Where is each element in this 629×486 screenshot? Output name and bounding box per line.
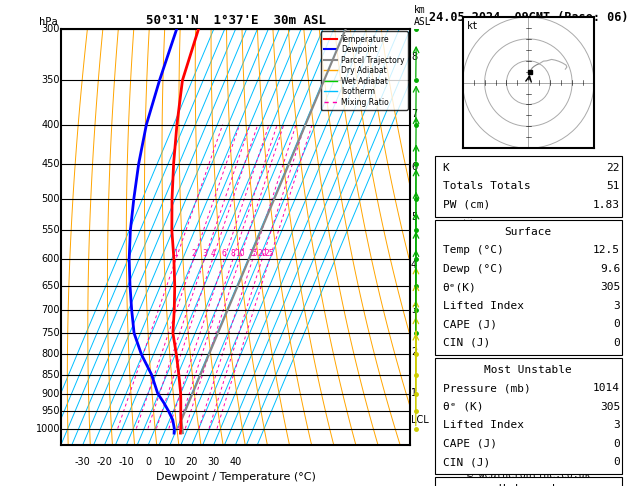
Text: PW (cm): PW (cm) xyxy=(443,200,490,209)
Text: LCL: LCL xyxy=(411,415,429,425)
Text: 5: 5 xyxy=(411,212,417,222)
Text: hPa: hPa xyxy=(39,17,57,27)
Text: CAPE (J): CAPE (J) xyxy=(443,439,496,449)
Text: 30: 30 xyxy=(208,457,220,467)
Text: 500: 500 xyxy=(42,193,60,204)
Text: 20: 20 xyxy=(257,249,267,258)
Text: 40: 40 xyxy=(230,457,242,467)
Text: 3: 3 xyxy=(411,305,417,315)
Text: 305: 305 xyxy=(600,402,620,412)
Text: -30: -30 xyxy=(75,457,91,467)
Text: Hodograph: Hodograph xyxy=(498,485,559,486)
Text: © weatheronline.co.uk: © weatheronline.co.uk xyxy=(467,470,590,480)
Text: CAPE (J): CAPE (J) xyxy=(443,319,496,329)
Text: 0: 0 xyxy=(613,319,620,329)
Bar xyxy=(435,477,622,486)
Text: Temp (°C): Temp (°C) xyxy=(443,245,503,255)
Text: Most Unstable: Most Unstable xyxy=(484,365,572,375)
Text: Dewpoint / Temperature (°C): Dewpoint / Temperature (°C) xyxy=(155,472,316,482)
Text: 4: 4 xyxy=(210,249,215,258)
Text: Dewp (°C): Dewp (°C) xyxy=(443,264,503,274)
Text: 6: 6 xyxy=(222,249,227,258)
Text: 0: 0 xyxy=(613,439,620,449)
Bar xyxy=(435,156,622,217)
Text: Lifted Index: Lifted Index xyxy=(443,301,523,311)
Text: 2: 2 xyxy=(411,347,417,357)
Text: Totals Totals: Totals Totals xyxy=(443,181,530,191)
Text: 1: 1 xyxy=(174,249,179,258)
Text: 7: 7 xyxy=(411,109,417,119)
Text: 1: 1 xyxy=(411,388,417,398)
Text: 8: 8 xyxy=(231,249,235,258)
Bar xyxy=(435,358,622,474)
Text: 850: 850 xyxy=(42,369,60,380)
Text: 400: 400 xyxy=(42,120,60,130)
Text: 750: 750 xyxy=(42,328,60,338)
Text: 650: 650 xyxy=(42,280,60,291)
Text: 3: 3 xyxy=(202,249,207,258)
Text: Pressure (mb): Pressure (mb) xyxy=(443,383,530,393)
Text: 24.05.2024  09GMT (Base: 06): 24.05.2024 09GMT (Base: 06) xyxy=(428,11,628,24)
Text: K: K xyxy=(443,163,449,173)
Text: 1000: 1000 xyxy=(36,423,60,434)
Text: θᵉ(K): θᵉ(K) xyxy=(443,282,476,292)
Legend: Temperature, Dewpoint, Parcel Trajectory, Dry Adiabat, Wet Adiabat, Isotherm, Mi: Temperature, Dewpoint, Parcel Trajectory… xyxy=(321,32,408,110)
Text: 6: 6 xyxy=(411,162,417,173)
Text: Surface: Surface xyxy=(504,227,552,237)
Bar xyxy=(435,220,622,355)
Text: θᵉ (K): θᵉ (K) xyxy=(443,402,483,412)
Text: 3: 3 xyxy=(613,420,620,430)
Text: km
ASL: km ASL xyxy=(414,5,431,27)
Text: 51: 51 xyxy=(606,181,620,191)
Text: 1014: 1014 xyxy=(593,383,620,393)
Text: 2: 2 xyxy=(191,249,196,258)
Text: 50°31'N  1°37'E  30m ASL: 50°31'N 1°37'E 30m ASL xyxy=(145,14,326,27)
Text: Lifted Index: Lifted Index xyxy=(443,420,523,430)
Text: kt: kt xyxy=(467,21,479,31)
Text: 950: 950 xyxy=(42,406,60,417)
Text: 0: 0 xyxy=(613,457,620,467)
Text: 550: 550 xyxy=(42,225,60,235)
Text: 9.6: 9.6 xyxy=(600,264,620,274)
Text: 15: 15 xyxy=(248,249,257,258)
Text: 350: 350 xyxy=(42,75,60,85)
Text: -20: -20 xyxy=(97,457,113,467)
Text: 8: 8 xyxy=(411,52,417,62)
Text: Mixing Ratio (g/kg): Mixing Ratio (g/kg) xyxy=(465,194,474,280)
Text: 22: 22 xyxy=(606,163,620,173)
Text: 0: 0 xyxy=(145,457,152,467)
Text: 450: 450 xyxy=(42,158,60,169)
Text: 4: 4 xyxy=(411,260,417,270)
Text: 900: 900 xyxy=(42,389,60,399)
Text: 25: 25 xyxy=(265,249,274,258)
Text: 800: 800 xyxy=(42,349,60,360)
Text: 1.83: 1.83 xyxy=(593,200,620,209)
Text: CIN (J): CIN (J) xyxy=(443,338,490,347)
Text: 12.5: 12.5 xyxy=(593,245,620,255)
Text: 700: 700 xyxy=(42,305,60,315)
Text: 10: 10 xyxy=(164,457,176,467)
Text: 300: 300 xyxy=(42,24,60,34)
Text: 10: 10 xyxy=(235,249,245,258)
Text: 3: 3 xyxy=(613,301,620,311)
Text: 0: 0 xyxy=(613,338,620,347)
Text: -10: -10 xyxy=(119,457,135,467)
Text: CIN (J): CIN (J) xyxy=(443,457,490,467)
Text: 305: 305 xyxy=(600,282,620,292)
Text: 20: 20 xyxy=(186,457,198,467)
Text: 600: 600 xyxy=(42,254,60,264)
